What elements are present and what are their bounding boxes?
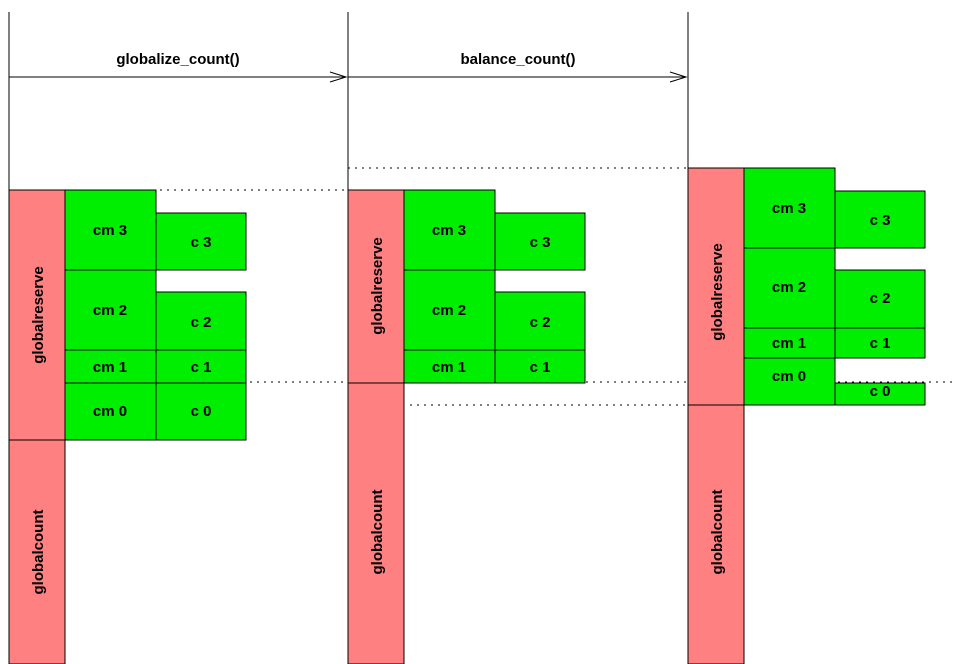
cell-cm3	[743, 167, 836, 249]
cell-cm1	[743, 327, 836, 359]
cell-c0	[155, 382, 247, 441]
cell-cm0-label: cm 0	[772, 368, 806, 385]
cell-cm2	[64, 269, 157, 351]
cell-c2-label: c 2	[530, 314, 551, 331]
globalreserve-bar	[687, 167, 745, 406]
step-arrow-balance	[348, 71, 688, 83]
globalcount-label: globalcount	[369, 490, 386, 575]
globalreserve-bar	[347, 189, 405, 384]
cell-c3-label: c 3	[870, 212, 891, 229]
cell-c0-label: c 0	[191, 403, 212, 420]
cell-c2-label: c 2	[191, 314, 212, 331]
cell-c3	[155, 212, 247, 271]
cell-cm1	[403, 349, 496, 384]
globalcount-label: globalcount	[30, 510, 47, 595]
globalreserve-label: globalreserve	[709, 243, 726, 341]
globalreserve-label: globalreserve	[30, 266, 47, 364]
cell-cm3-label: cm 3	[93, 222, 127, 239]
step-label-balance: balance_count()	[460, 51, 575, 68]
cell-cm1	[64, 349, 157, 384]
step-label-globalize: globalize_count()	[116, 51, 239, 68]
cell-cm0-label: cm 0	[93, 403, 127, 420]
step-arrow-globalize	[9, 71, 348, 83]
cell-cm0	[64, 382, 157, 441]
cell-c3	[834, 190, 926, 249]
cell-cm2-label: cm 2	[93, 302, 127, 319]
cell-c1	[155, 349, 247, 384]
cell-c2	[155, 291, 247, 351]
cell-cm1-label: cm 1	[772, 335, 806, 352]
cell-c1	[834, 327, 926, 359]
globalcount-bar	[347, 382, 405, 664]
cell-c3	[494, 212, 586, 271]
cell-c2-label: c 2	[870, 290, 891, 307]
cell-c1	[494, 349, 586, 384]
cell-cm3	[403, 189, 496, 271]
cell-c1-label: c 1	[870, 335, 891, 352]
cell-cm3-label: cm 3	[432, 222, 466, 239]
cell-c2	[494, 291, 586, 351]
globalreserve-label: globalreserve	[369, 237, 386, 335]
cell-cm1-label: cm 1	[432, 359, 466, 376]
panel-3: globalreserve globalcount cm 3 c 3 cm 2 …	[687, 167, 926, 664]
globalcount-label: globalcount	[709, 490, 726, 575]
cell-cm2	[743, 247, 836, 329]
cell-c1-label: c 1	[530, 359, 551, 376]
cell-cm0	[743, 357, 836, 406]
cell-c3-label: c 3	[530, 234, 551, 251]
globalreserve-bar	[8, 189, 66, 441]
cell-cm2	[403, 269, 496, 351]
globalcount-bar	[687, 404, 745, 664]
panel-1: globalreserve globalcount cm 3 c 3 cm 2 …	[8, 189, 247, 664]
cell-c0-label: c 0	[870, 383, 891, 400]
cell-cm2-label: cm 2	[432, 302, 466, 319]
panel-2: globalreserve globalcount cm 3 c 3 cm 2 …	[347, 189, 586, 664]
cell-c3-label: c 3	[191, 234, 212, 251]
cell-c0	[834, 382, 926, 406]
cell-c2	[834, 269, 926, 329]
globalcount-bar	[8, 439, 66, 664]
cell-cm2-label: cm 2	[772, 279, 806, 296]
cell-cm3-label: cm 3	[772, 200, 806, 217]
cell-cm1-label: cm 1	[93, 359, 127, 376]
cell-c1-label: c 1	[191, 359, 212, 376]
